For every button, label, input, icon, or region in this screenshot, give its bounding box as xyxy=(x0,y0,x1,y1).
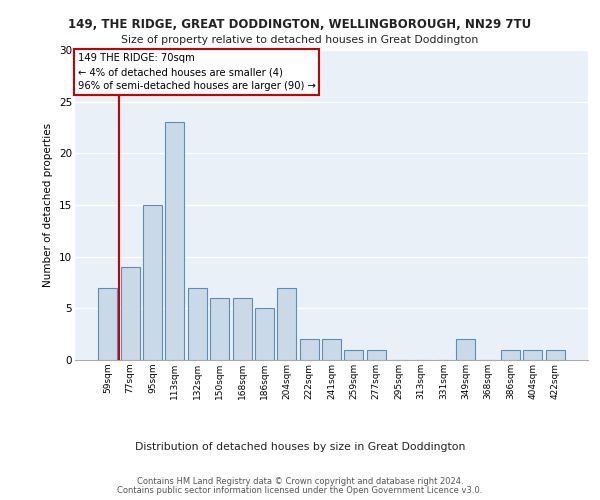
Bar xyxy=(322,340,341,360)
Bar xyxy=(523,350,542,360)
Bar xyxy=(299,340,319,360)
Text: 149, THE RIDGE, GREAT DODDINGTON, WELLINGBOROUGH, NN29 7TU: 149, THE RIDGE, GREAT DODDINGTON, WELLIN… xyxy=(68,18,532,30)
Bar xyxy=(143,205,162,360)
Bar xyxy=(210,298,229,360)
Bar xyxy=(367,350,386,360)
Bar xyxy=(255,308,274,360)
Text: Size of property relative to detached houses in Great Doddington: Size of property relative to detached ho… xyxy=(121,35,479,45)
Bar xyxy=(501,350,520,360)
Bar xyxy=(188,288,207,360)
Y-axis label: Number of detached properties: Number of detached properties xyxy=(43,123,53,287)
Bar xyxy=(233,298,251,360)
Text: Contains public sector information licensed under the Open Government Licence v3: Contains public sector information licen… xyxy=(118,486,482,495)
Bar xyxy=(344,350,364,360)
Text: 149 THE RIDGE: 70sqm
← 4% of detached houses are smaller (4)
96% of semi-detache: 149 THE RIDGE: 70sqm ← 4% of detached ho… xyxy=(77,53,316,91)
Bar xyxy=(277,288,296,360)
Bar xyxy=(456,340,475,360)
Bar xyxy=(98,288,118,360)
Bar xyxy=(121,267,140,360)
Bar xyxy=(166,122,184,360)
Text: Contains HM Land Registry data © Crown copyright and database right 2024.: Contains HM Land Registry data © Crown c… xyxy=(137,477,463,486)
Bar xyxy=(545,350,565,360)
Text: Distribution of detached houses by size in Great Doddington: Distribution of detached houses by size … xyxy=(135,442,465,452)
